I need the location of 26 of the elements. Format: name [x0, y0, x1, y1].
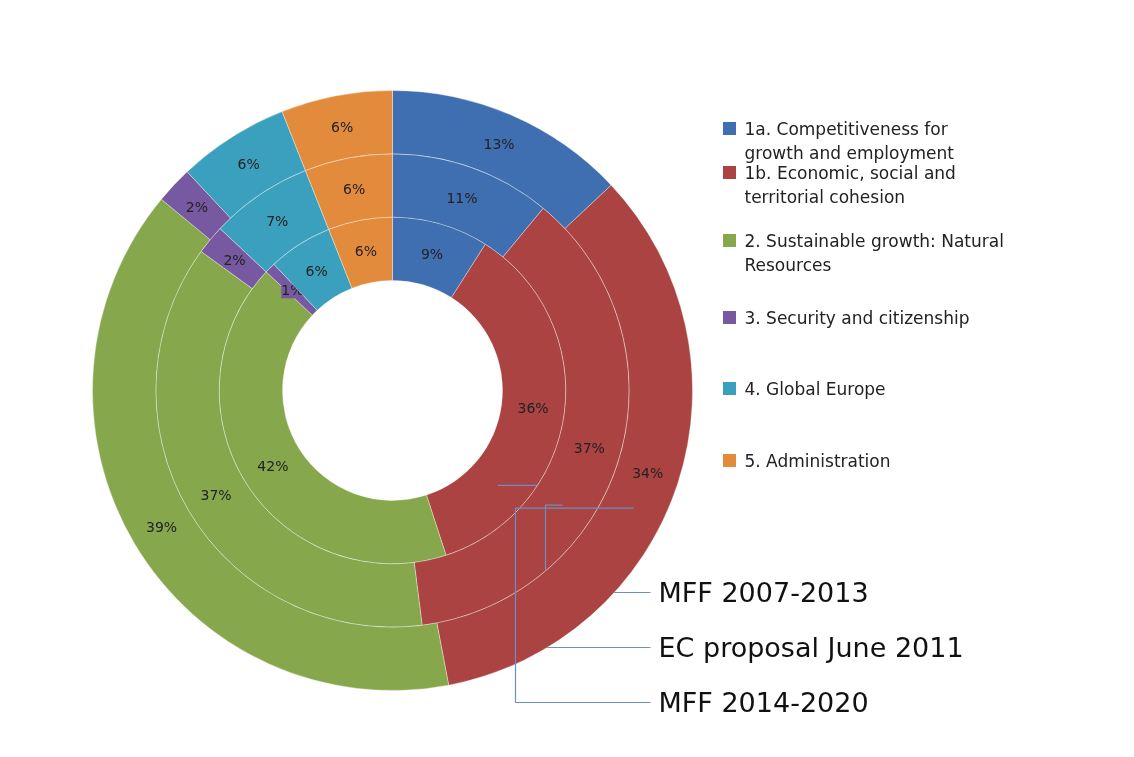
data-label: 2%: [185, 198, 209, 215]
legend-label: 1b. Economic, social and territorial cohesion: [744, 162, 956, 207]
legend-label: 1a. Competitiveness for growth and employment: [744, 118, 955, 163]
data-label: 11%: [446, 189, 478, 206]
data-label: 6%: [342, 181, 366, 198]
data-label: 36%: [517, 400, 549, 417]
data-label: 9%: [420, 246, 444, 263]
data-label: 6%: [354, 243, 378, 260]
slice-label: MFF 2014-2020: [658, 687, 869, 718]
legend-label: 5. Administration: [744, 450, 891, 471]
data-label: 2%: [223, 251, 246, 268]
data-label: 37%: [200, 486, 232, 503]
data-label: 7%: [266, 212, 289, 229]
slice-label: MFF 2007-2013: [658, 577, 869, 608]
data-label: 13%: [483, 136, 515, 153]
data-label: 34%: [632, 465, 664, 482]
legend-label: 2. Sustainable growth: Natural Resources: [744, 230, 1004, 275]
data-label: 6%: [331, 118, 354, 135]
data-label: 37%: [573, 439, 605, 456]
data-label: 39%: [145, 519, 178, 536]
legend-label: 4. Global Europe: [744, 378, 886, 399]
legend-label: 3. Security and citizenship: [744, 307, 970, 328]
slice-label: EC proposal June 2011: [658, 632, 964, 663]
data-label: 6%: [305, 262, 328, 279]
data-label: 6%: [237, 155, 260, 172]
data-label: 42%: [257, 458, 289, 475]
